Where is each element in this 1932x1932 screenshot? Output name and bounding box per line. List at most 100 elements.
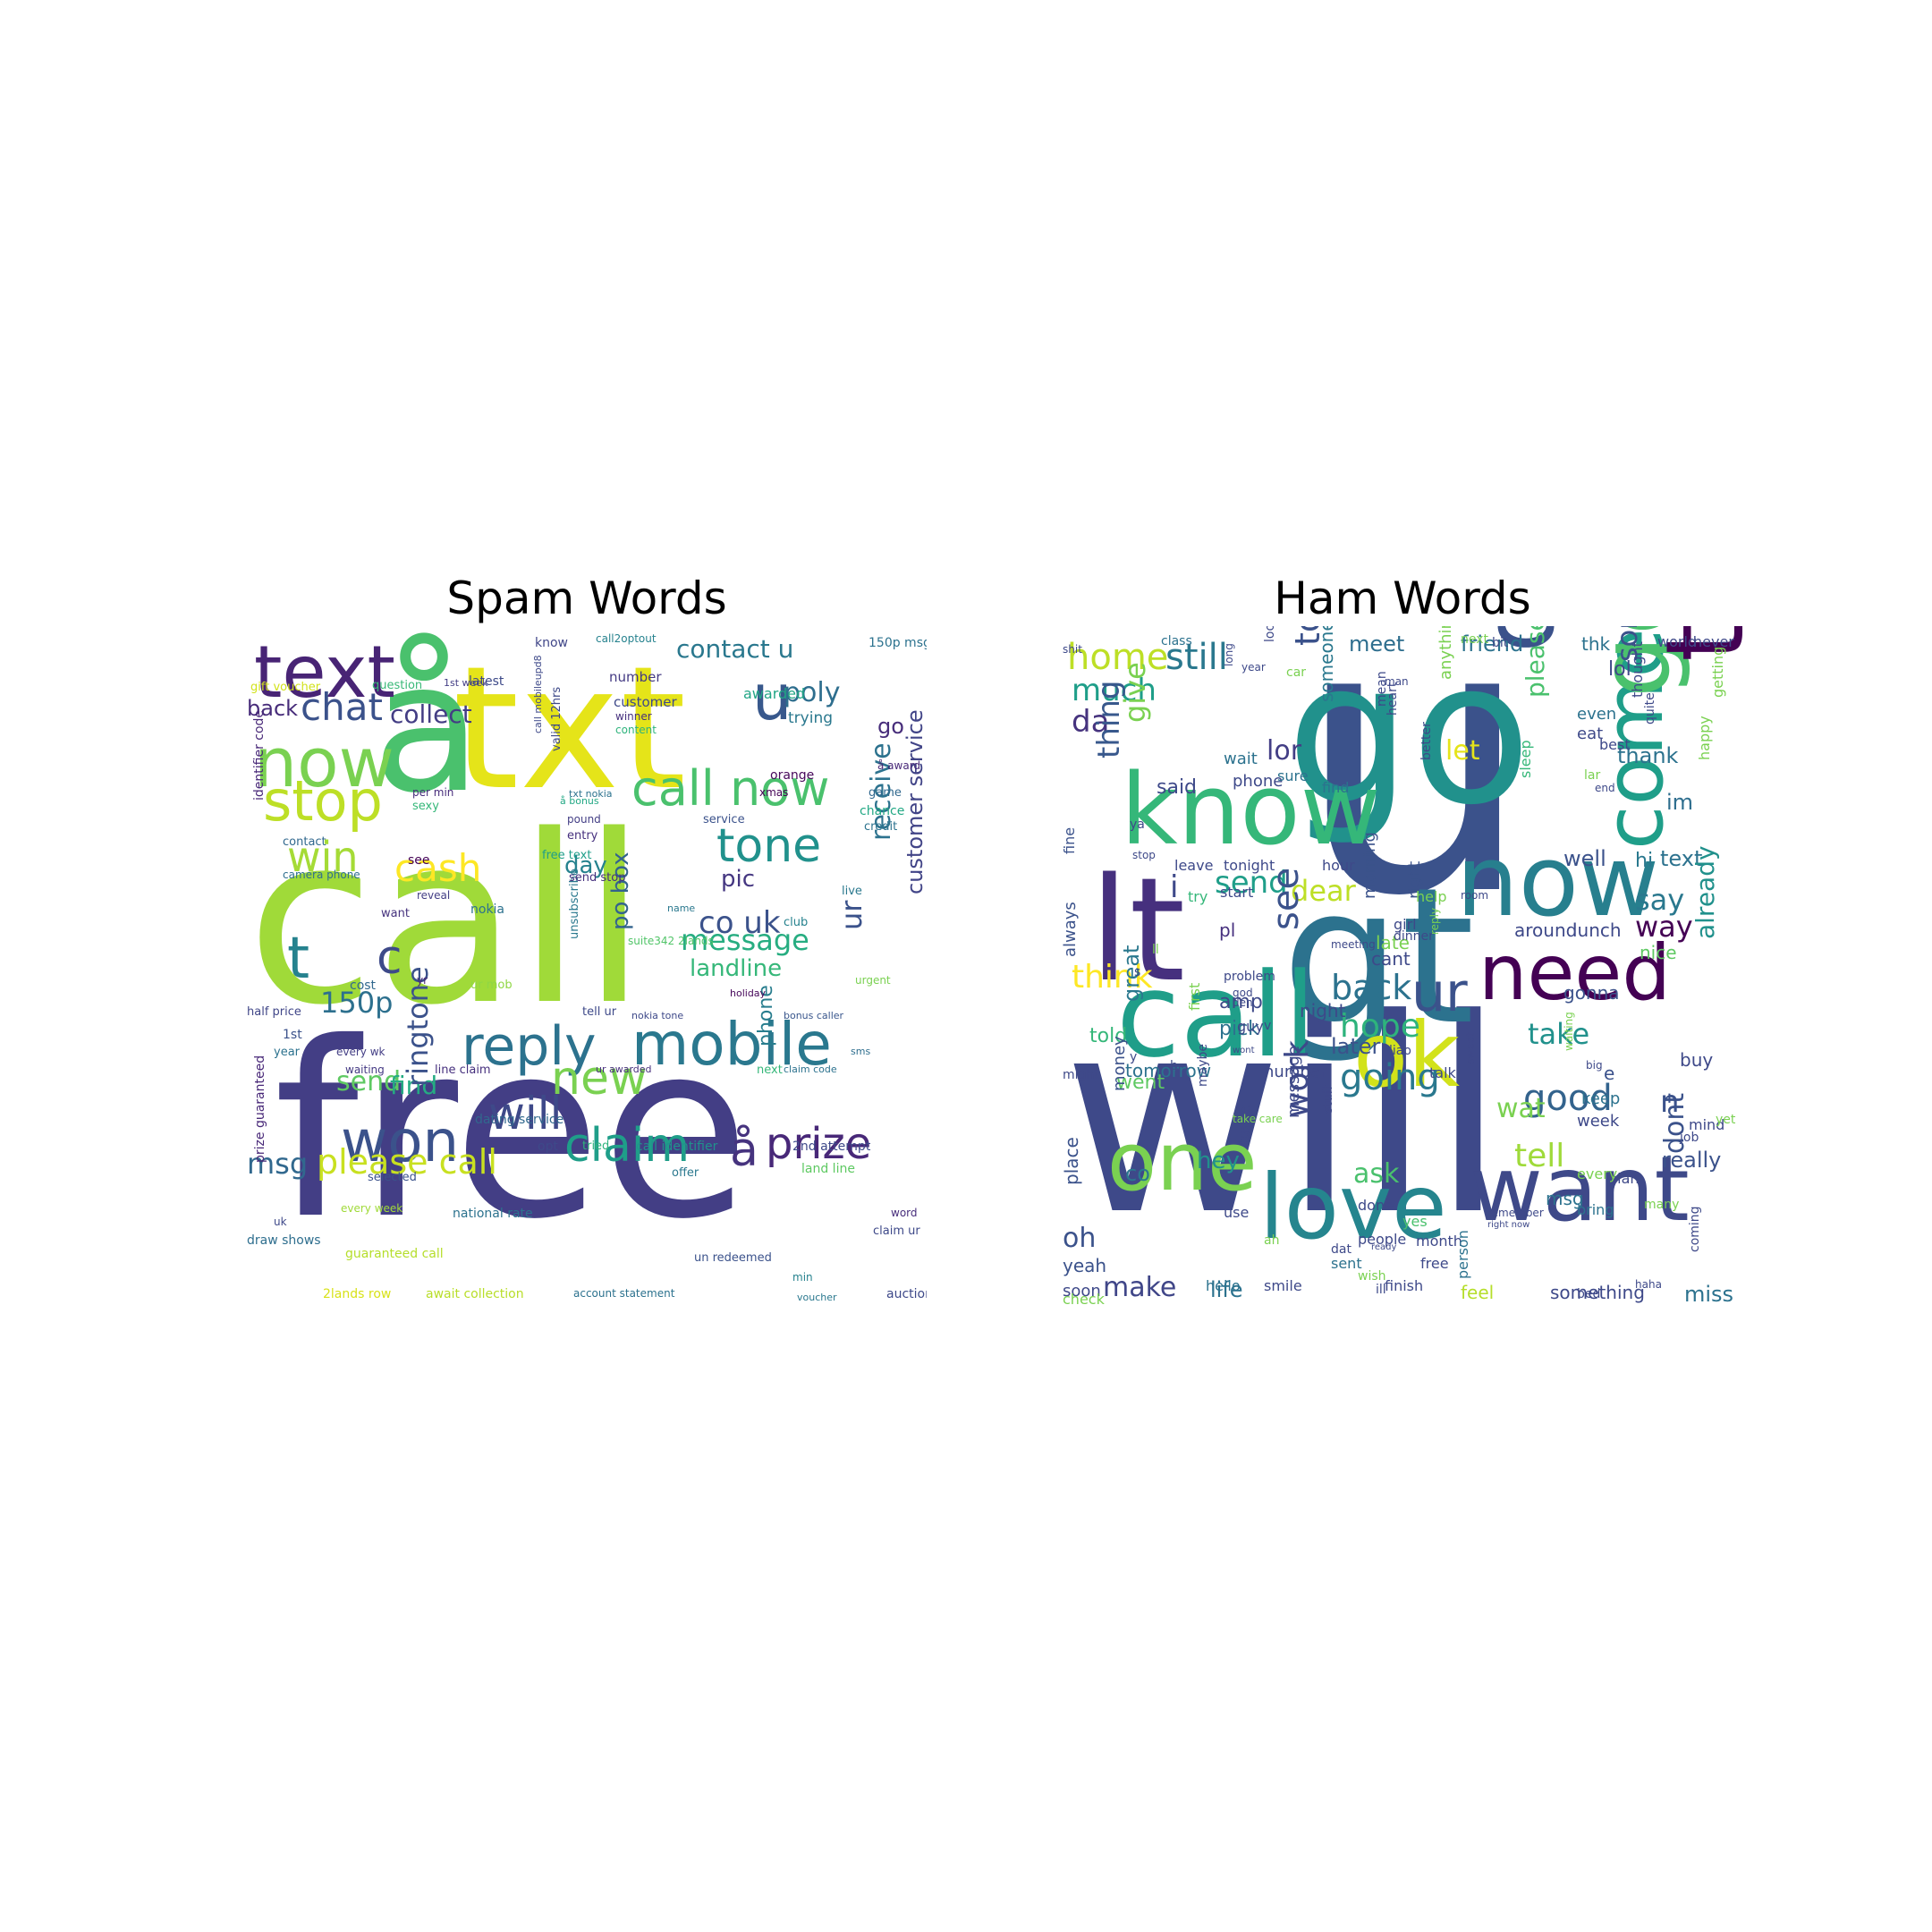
ham-word: dinner bbox=[1394, 929, 1434, 944]
spam-word: u bbox=[752, 661, 792, 734]
spam-word: word bbox=[891, 1207, 918, 1219]
ham-word: pick bbox=[1219, 1018, 1259, 1040]
spam-word: 150p msg bbox=[869, 636, 927, 650]
spam-word: winner bbox=[615, 710, 652, 723]
ham-word: problem bbox=[1224, 970, 1275, 984]
ham-word: meeting bbox=[1331, 938, 1376, 951]
ham-word: much bbox=[1072, 673, 1157, 708]
ham-word: make bbox=[1103, 1272, 1177, 1303]
ham-word: give bbox=[1118, 662, 1152, 723]
ham-word: meet bbox=[1349, 631, 1405, 657]
ham-word: life bbox=[1210, 1277, 1243, 1302]
ham-word: waiting bbox=[1563, 1012, 1575, 1051]
ham-word: finish bbox=[1385, 1277, 1424, 1294]
spam-word: content bbox=[615, 724, 657, 736]
ham-word: ask bbox=[1353, 1158, 1400, 1190]
ham-word: anything bbox=[1436, 626, 1455, 680]
spam-word: min bbox=[792, 1271, 813, 1284]
ham-word: ill bbox=[1376, 1283, 1386, 1297]
spam-word: awarded bbox=[743, 685, 806, 702]
ham-word: mind bbox=[1689, 1116, 1725, 1133]
spam-word: c bbox=[377, 931, 402, 985]
spam-word: pic bbox=[721, 866, 756, 893]
ham-word: world bbox=[1657, 633, 1698, 650]
ham-word: hope bbox=[1340, 1008, 1420, 1045]
ham-word: think bbox=[1072, 959, 1153, 996]
spam-word: now bbox=[254, 723, 394, 802]
spam-word: want bbox=[381, 907, 410, 920]
ham-word: lar bbox=[1584, 768, 1601, 783]
spam-word: reply bbox=[462, 1015, 597, 1078]
ham-word: went bbox=[1116, 1072, 1165, 1094]
spam-word: selected bbox=[368, 1171, 417, 1184]
ham-word: god bbox=[1233, 987, 1253, 999]
ham-word: plan bbox=[1608, 1170, 1640, 1187]
spam-word: send stop bbox=[569, 871, 626, 885]
ham-word: wont bbox=[1233, 1046, 1255, 1055]
ham-word: month bbox=[1416, 1233, 1462, 1250]
ham-word: want bbox=[1470, 1137, 1690, 1241]
ham-word: stop bbox=[1132, 849, 1156, 861]
spam-word: latest bbox=[469, 674, 504, 689]
spam-word: bonus caller bbox=[784, 1010, 844, 1021]
spam-word: send bbox=[336, 1066, 402, 1097]
spam-word: call now bbox=[631, 760, 830, 817]
ham-word: y bbox=[1130, 1050, 1138, 1064]
spam-word: land line bbox=[801, 1162, 855, 1176]
ham-word: check bbox=[1063, 1291, 1105, 1308]
ham-word: hi bbox=[1635, 850, 1654, 872]
spam-word: gift voucher bbox=[250, 681, 321, 694]
spam-word: pound bbox=[567, 813, 601, 826]
ham-word: bring bbox=[1577, 1201, 1614, 1218]
ham-word: told bbox=[1089, 1025, 1128, 1047]
ham-word: text bbox=[1660, 846, 1703, 871]
spam-word: line claim bbox=[435, 1063, 491, 1077]
ham-word: back bbox=[1331, 968, 1412, 1007]
ham-word: maybe bbox=[1196, 1043, 1210, 1087]
ham-word: shit bbox=[1063, 643, 1082, 656]
ham-word: long bbox=[1223, 643, 1235, 666]
ham-word: happy bbox=[1696, 716, 1713, 760]
spam-word: account statement bbox=[573, 1287, 675, 1300]
ham-word: late bbox=[1376, 932, 1410, 953]
spam-word: won bbox=[341, 1109, 460, 1175]
ham-word: really bbox=[1662, 1148, 1722, 1173]
spam-word: go bbox=[877, 714, 904, 739]
spam-word: call mobileupd8 bbox=[532, 655, 544, 733]
ham-word: car bbox=[1286, 665, 1307, 680]
spam-word: orange bbox=[770, 768, 815, 783]
ham-word: e bbox=[1604, 1063, 1615, 1084]
ham-word: lol bbox=[1608, 658, 1631, 681]
ham-word: know bbox=[1121, 752, 1381, 867]
ham-word: bit bbox=[1492, 636, 1509, 650]
spam-word-cloud: call free txt å text now stop u call now mobile re… bbox=[247, 626, 927, 1311]
ham-word: sleep bbox=[1517, 740, 1534, 778]
ham-word: remember bbox=[1487, 1207, 1544, 1219]
spam-word: sexy bbox=[412, 800, 439, 813]
ham-word: start bbox=[1220, 884, 1254, 901]
ham-word: every bbox=[1577, 1165, 1618, 1182]
spam-word: å bbox=[372, 626, 482, 833]
ham-word: send bbox=[1215, 865, 1288, 901]
spam-word: uk bbox=[274, 1216, 287, 1228]
spam-word: 2nd attempt bbox=[792, 1140, 871, 1154]
ham-word: thk bbox=[1581, 633, 1611, 655]
ham-word: say bbox=[1635, 883, 1685, 917]
ham-word: look bbox=[1263, 626, 1277, 642]
ham-word: gt bbox=[1282, 847, 1475, 1066]
ham-word-cloud: uwillgtgoltcallknownowlovewantcomegottim… bbox=[1063, 626, 1742, 1311]
spam-word: suite342 2lands bbox=[628, 935, 714, 947]
spam-word: nokia tone bbox=[631, 1010, 684, 1021]
ham-word: soon bbox=[1063, 1282, 1101, 1301]
ham-word: talk bbox=[1429, 1064, 1456, 1081]
spam-word: year bbox=[274, 1046, 301, 1059]
spam-word: service bbox=[703, 813, 745, 826]
spam-word: dating service bbox=[475, 1113, 564, 1127]
ham-word: coming bbox=[1688, 1206, 1702, 1252]
ham-word: right now bbox=[1487, 1220, 1530, 1230]
spam-word: sms bbox=[851, 1046, 871, 1057]
ham-word: ah bbox=[1264, 1233, 1280, 1248]
ham-word: tomorrow bbox=[1125, 1060, 1212, 1081]
ham-word: smile bbox=[1264, 1277, 1302, 1294]
spam-word: 1st week bbox=[444, 677, 488, 689]
